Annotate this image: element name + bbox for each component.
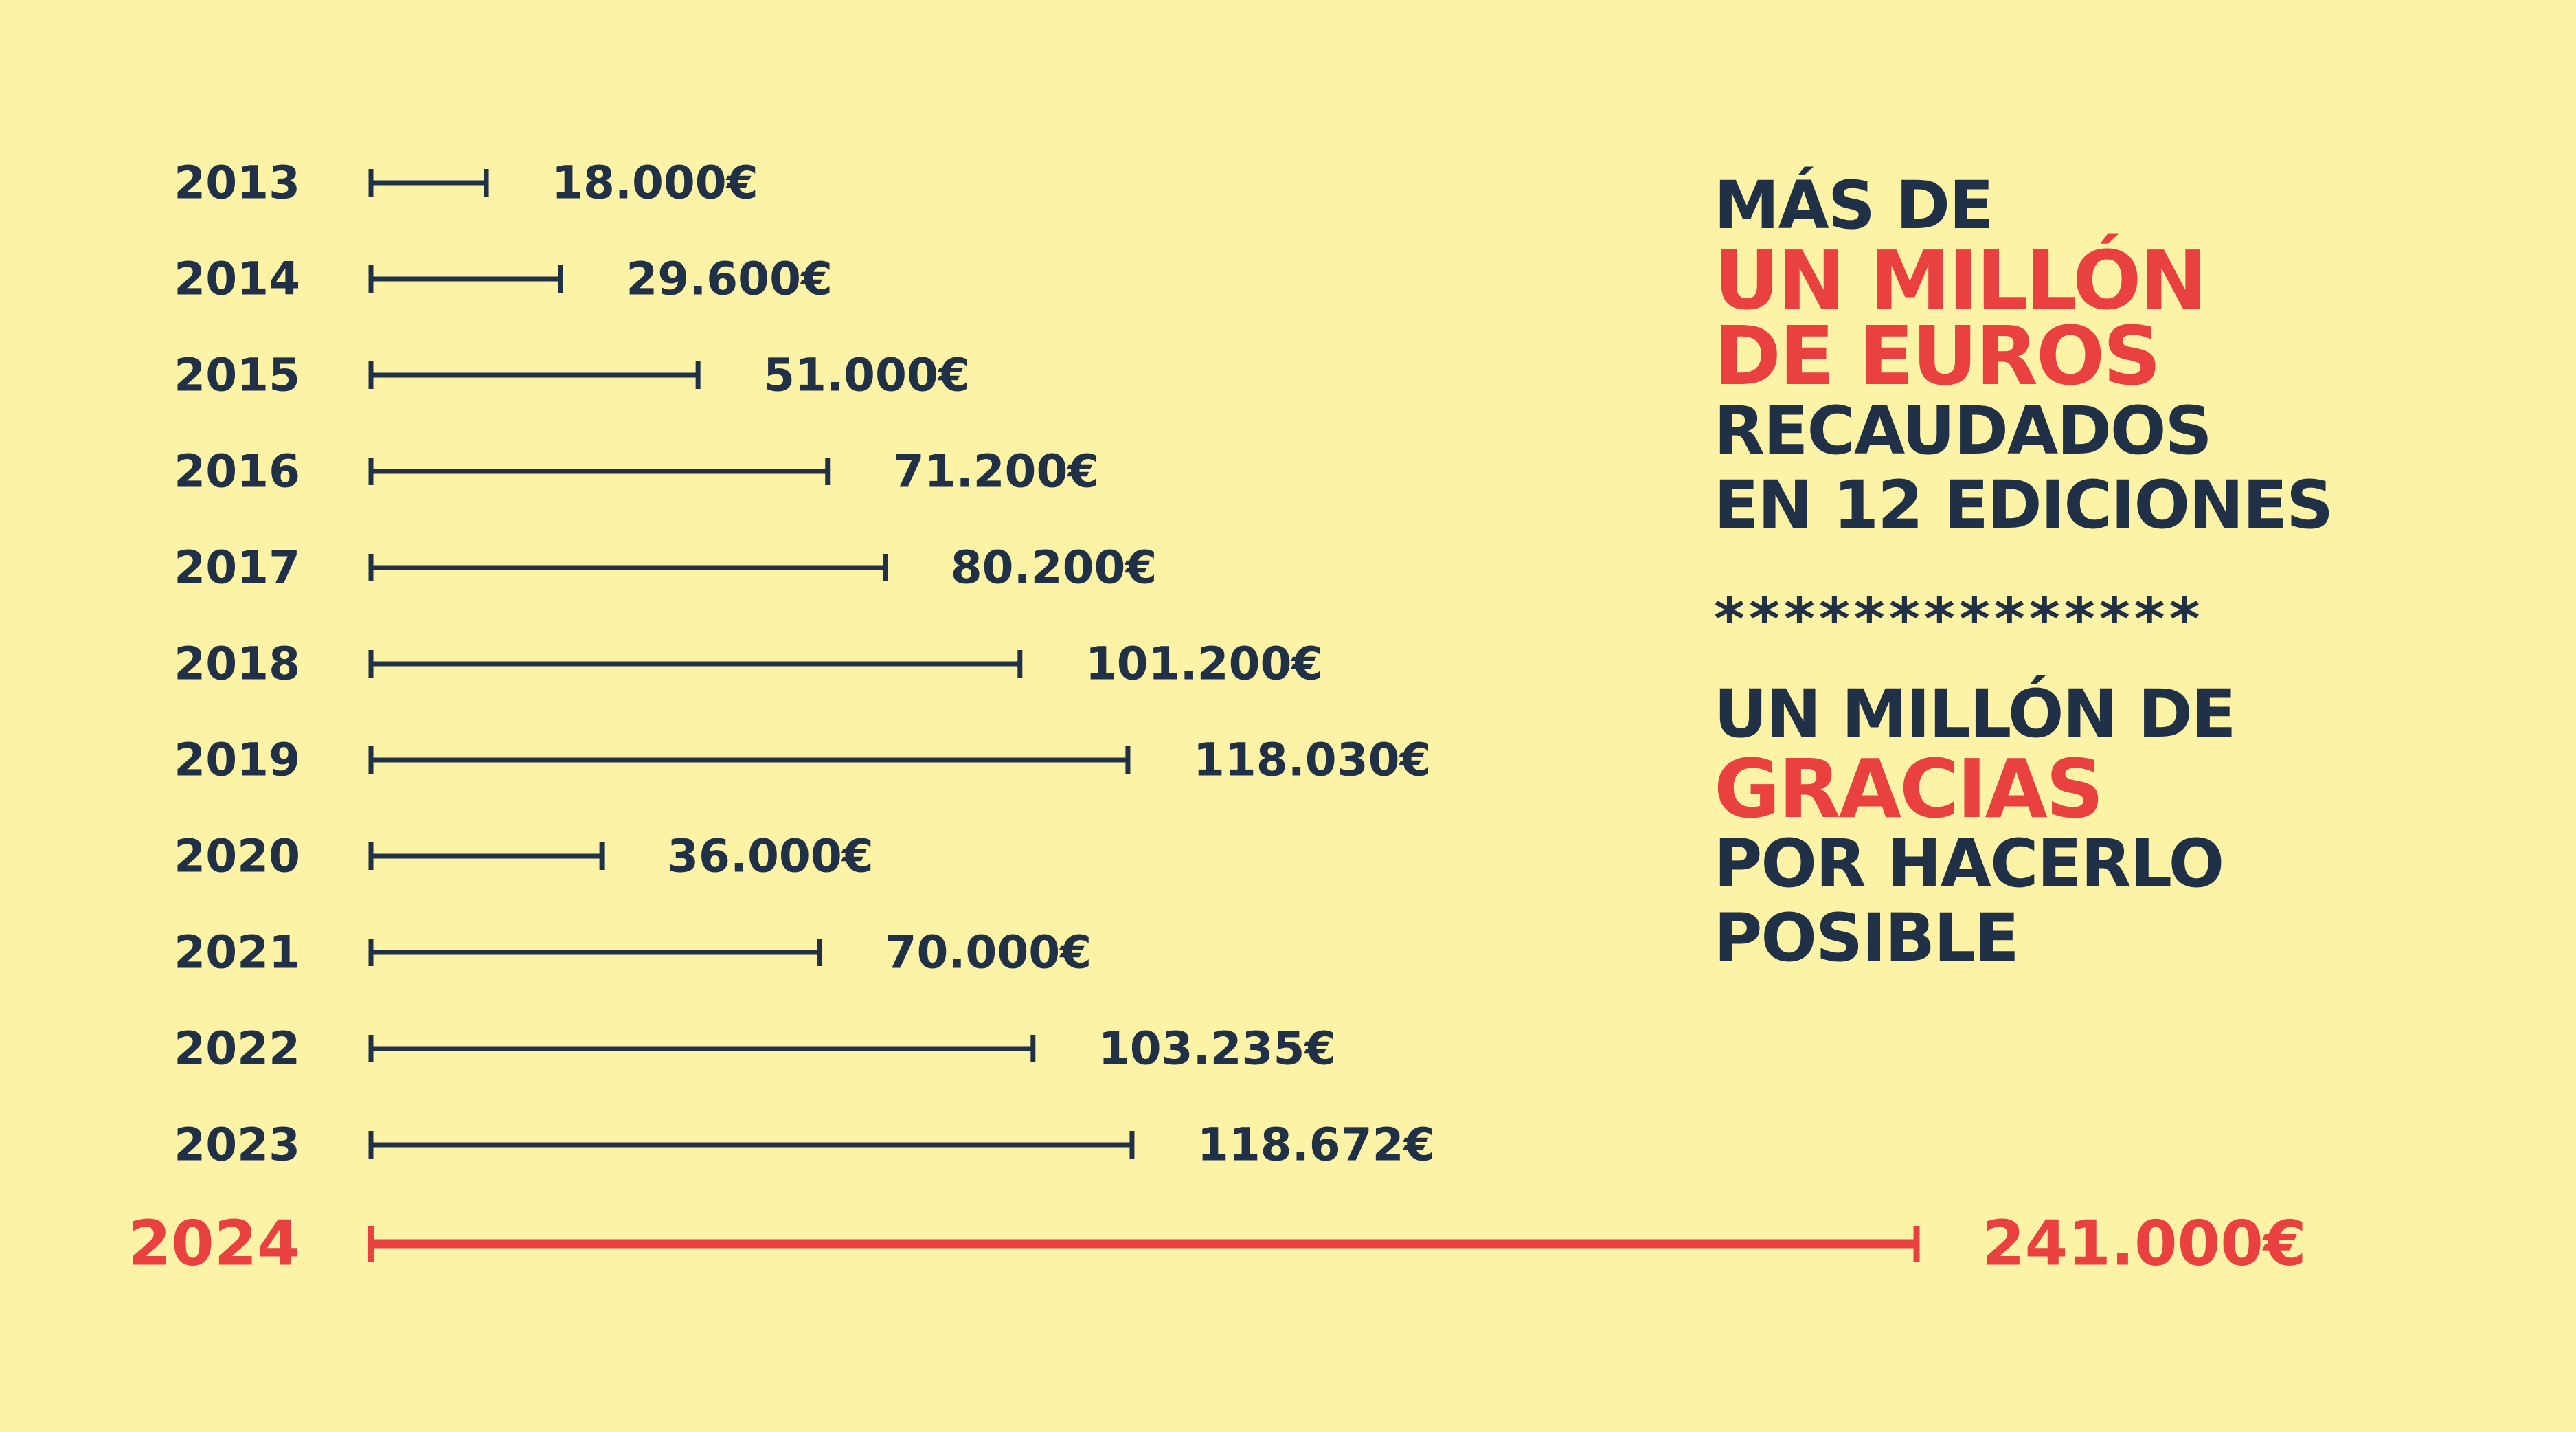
value-label: 241.000€	[1982, 1208, 2307, 1280]
headline-line-5: EN 12 EDICIONES	[1714, 467, 2334, 544]
headline-line-4: RECAUDADOS	[1714, 392, 2213, 469]
year-label: 2018	[174, 638, 300, 691]
year-label: 2015	[174, 349, 300, 402]
year-label: 2019	[174, 734, 300, 787]
year-label: 2013	[174, 157, 300, 210]
value-label: 80.200€	[951, 541, 1157, 594]
value-label: 71.200€	[893, 445, 1100, 498]
year-label: 2022	[174, 1022, 300, 1075]
headline-line-9: POSIBLE	[1714, 899, 2020, 976]
value-label: 103.235€	[1098, 1022, 1337, 1075]
value-label: 18.000€	[552, 157, 758, 210]
value-label: 118.672€	[1197, 1119, 1436, 1172]
year-label: 2021	[174, 926, 300, 979]
year-label: 2023	[174, 1119, 300, 1172]
asterisk-divider: **************	[1714, 585, 2204, 654]
value-label: 101.200€	[1085, 638, 1324, 691]
value-label: 70.000€	[885, 926, 1092, 979]
headline-line-2: UN MILLÓN	[1714, 233, 2207, 328]
year-label: 2020	[174, 830, 300, 883]
headline-line-7: GRACIAS	[1714, 741, 2104, 836]
headline-line-8: POR HACERLO	[1714, 825, 2224, 902]
year-label: 2014	[174, 253, 300, 306]
value-label: 118.030€	[1193, 734, 1432, 787]
year-label: 2017	[174, 541, 300, 594]
year-label: 2016	[174, 445, 300, 498]
value-label: 29.600€	[626, 253, 833, 306]
headline-line-6: UN MILLÓN DE	[1714, 675, 2237, 752]
headline-line-1: MÁS DE	[1714, 167, 1994, 244]
headline: MÁS DE UN MILLÓN DE EUROS RECAUDADOS EN …	[1714, 168, 2552, 975]
headline-line-3: DE EUROS	[1714, 309, 2161, 403]
value-label: 36.000€	[667, 830, 874, 883]
year-label: 2024	[128, 1208, 301, 1280]
value-label: 51.000€	[763, 349, 970, 402]
